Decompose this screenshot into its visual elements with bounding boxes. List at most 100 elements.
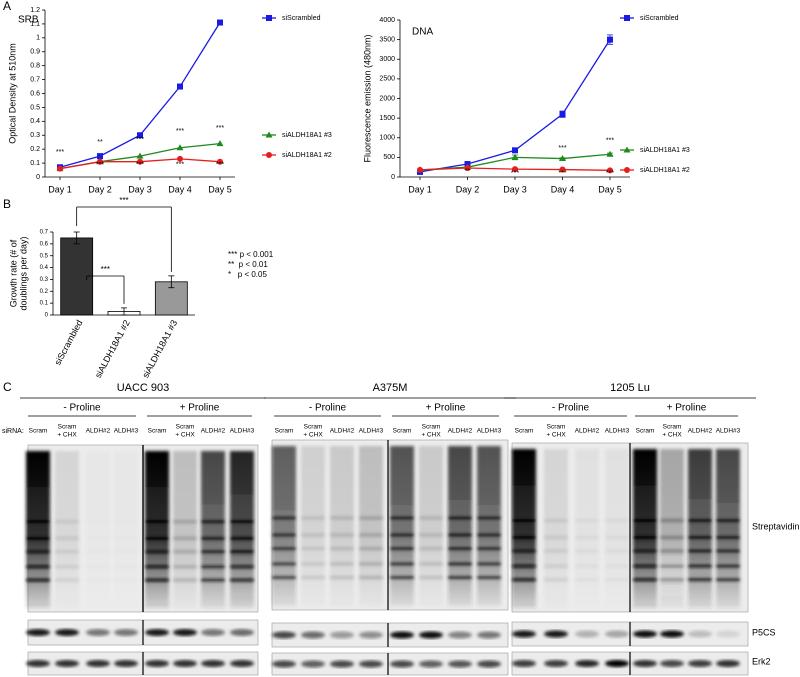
band xyxy=(201,550,225,554)
x-tick-label: siALDH18A1 #3 xyxy=(140,318,179,379)
y-tick-label: 1.1 xyxy=(30,21,40,28)
y-tick-label: 1500 xyxy=(379,115,395,122)
band xyxy=(26,565,50,569)
blot-lanes xyxy=(272,446,501,606)
band xyxy=(201,660,225,667)
smear xyxy=(173,451,197,608)
band xyxy=(201,520,225,524)
band xyxy=(390,533,414,537)
band xyxy=(688,519,712,523)
band xyxy=(86,660,110,667)
legend-label: siScrambled xyxy=(640,15,679,22)
band xyxy=(605,564,629,568)
chart-title: DNA xyxy=(412,27,433,38)
legend-label: siALDH18A1 #2 xyxy=(640,167,690,174)
y-tick-label: 0.8 xyxy=(30,63,40,70)
band xyxy=(512,630,536,638)
band xyxy=(173,629,197,636)
lane-label: Scram xyxy=(422,424,441,431)
band xyxy=(544,549,568,553)
marker xyxy=(511,153,519,160)
y-tick-label: 0.7 xyxy=(30,76,40,83)
band xyxy=(660,564,684,568)
band xyxy=(605,519,629,523)
y-axis-label: Optical Density at 510nm xyxy=(7,43,17,144)
band xyxy=(272,547,296,551)
group-label: + Proline xyxy=(667,403,707,414)
cell-line-title: A375M xyxy=(373,382,408,394)
marker xyxy=(217,19,223,26)
band xyxy=(605,549,629,553)
band xyxy=(173,536,197,540)
band xyxy=(633,549,657,553)
band xyxy=(330,547,354,551)
band xyxy=(512,578,536,582)
band xyxy=(330,562,354,566)
band xyxy=(448,576,472,579)
band xyxy=(26,660,50,667)
band xyxy=(272,516,296,520)
band xyxy=(359,576,383,579)
smear xyxy=(477,446,501,606)
band xyxy=(575,549,599,553)
y-tick-label: 0.5 xyxy=(40,253,49,259)
band xyxy=(272,631,296,639)
band xyxy=(272,562,296,566)
smear xyxy=(359,446,383,606)
band xyxy=(390,547,414,551)
smear xyxy=(230,451,254,608)
band xyxy=(230,550,254,554)
blot-lanes xyxy=(512,449,740,608)
lane-label: ALDH#2 xyxy=(688,428,713,435)
significance: *** xyxy=(606,138,614,145)
band xyxy=(448,562,472,566)
marker xyxy=(559,111,566,118)
band xyxy=(26,536,50,540)
x-tick-label: Day 1 xyxy=(408,184,432,194)
y-tick-label: 3500 xyxy=(379,36,395,43)
band xyxy=(419,547,443,551)
band xyxy=(448,660,472,668)
lane-label: ALDH#3 xyxy=(359,428,384,435)
band xyxy=(145,550,169,554)
lane-label: Scram xyxy=(393,428,412,435)
smear xyxy=(201,451,225,608)
marker xyxy=(176,144,184,151)
y-tick-label: 0 xyxy=(36,174,40,181)
cell-line-title: 1205 Lu xyxy=(610,382,650,394)
band xyxy=(605,578,629,582)
band xyxy=(633,564,657,568)
band xyxy=(419,576,443,579)
band xyxy=(688,660,712,667)
smear xyxy=(145,451,169,608)
band xyxy=(544,519,568,523)
lane-label: + CHX xyxy=(546,432,566,439)
band xyxy=(688,535,712,539)
band xyxy=(359,516,383,520)
band xyxy=(301,562,325,566)
smear xyxy=(55,451,79,608)
band xyxy=(173,578,197,582)
y-axis-label: Growth rate (# of xyxy=(8,239,18,307)
group-label: - Proline xyxy=(63,403,101,414)
band xyxy=(477,660,501,668)
smear xyxy=(86,451,110,608)
band xyxy=(605,535,629,539)
panel-letter: A xyxy=(3,0,11,13)
band xyxy=(173,565,197,569)
lane-label: ALDH#2 xyxy=(448,428,473,435)
band xyxy=(716,578,740,582)
band xyxy=(114,550,138,553)
significance: *** xyxy=(606,170,614,177)
band xyxy=(688,630,712,638)
band xyxy=(477,576,501,579)
band xyxy=(173,520,197,524)
lane-label: Scram xyxy=(148,428,167,435)
lane-label: Scram xyxy=(304,424,323,431)
lane-label: + CHX xyxy=(662,432,682,439)
lane-label: Scram xyxy=(515,428,534,435)
smear xyxy=(114,451,138,608)
blot-lanes xyxy=(272,660,501,668)
y-tick-label: 2000 xyxy=(379,95,395,102)
marker xyxy=(606,150,614,157)
